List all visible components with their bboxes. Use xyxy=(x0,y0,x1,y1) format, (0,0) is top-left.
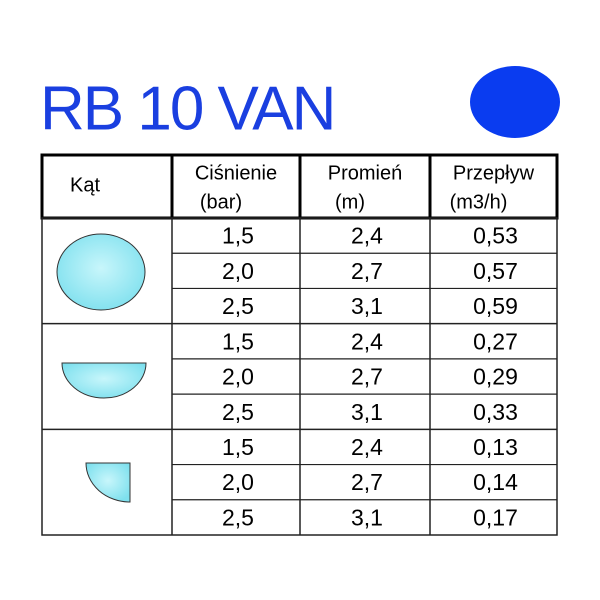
cell-value: 2,0 xyxy=(222,258,254,284)
cell-value: 3,1 xyxy=(351,293,383,319)
cell-value: 2,7 xyxy=(351,469,383,495)
cell-value: 0,13 xyxy=(473,434,518,460)
cell-value: 2,4 xyxy=(351,434,383,460)
cell-value: 0,29 xyxy=(473,364,518,390)
table: Kąt Ciśnienie (bar) Promień (m) Przepływ (m3/h… xyxy=(40,153,559,536)
column-name: Ciśnienie xyxy=(195,162,277,184)
cell-value: 1,5 xyxy=(222,223,254,249)
full-circle-icon xyxy=(56,233,146,311)
cell-value: 1,5 xyxy=(222,328,254,354)
cell-value: 0,14 xyxy=(473,469,518,495)
cell-value: 2,5 xyxy=(222,293,254,319)
half-circle-icon xyxy=(61,362,147,399)
column-unit: (bar) xyxy=(200,191,242,213)
cell-value: 2,7 xyxy=(351,364,383,390)
cell-value: 0,27 xyxy=(473,328,518,354)
cell-value: 2,7 xyxy=(351,258,383,284)
cell-value: 2,4 xyxy=(351,328,383,354)
column-unit: (m) xyxy=(335,191,365,213)
color-dot xyxy=(470,66,560,138)
cell-value: 0,53 xyxy=(473,223,518,249)
title: RB 10 VAN xyxy=(40,74,334,143)
cell-value: 0,17 xyxy=(473,504,518,530)
cell-value: 2,0 xyxy=(222,364,254,390)
cell-value: 3,1 xyxy=(351,504,383,530)
cell-value: 2,5 xyxy=(222,504,254,530)
cell-value: 2,5 xyxy=(222,399,254,425)
cell-value: 0,57 xyxy=(473,258,518,284)
column-name: Promień xyxy=(328,162,402,184)
cell-value: 0,59 xyxy=(473,293,518,319)
cell-value: 0,33 xyxy=(473,399,518,425)
column-name: Przepływ xyxy=(453,162,535,184)
quarter-circle-icon xyxy=(85,462,131,503)
cell-value: 2,4 xyxy=(351,223,383,249)
cell-value: 1,5 xyxy=(222,434,254,460)
cell-value: 2,0 xyxy=(222,469,254,495)
cell-value: 3,1 xyxy=(351,399,383,425)
column-unit: (m3/h) xyxy=(450,191,508,213)
angle-header: Kąt xyxy=(70,174,100,196)
